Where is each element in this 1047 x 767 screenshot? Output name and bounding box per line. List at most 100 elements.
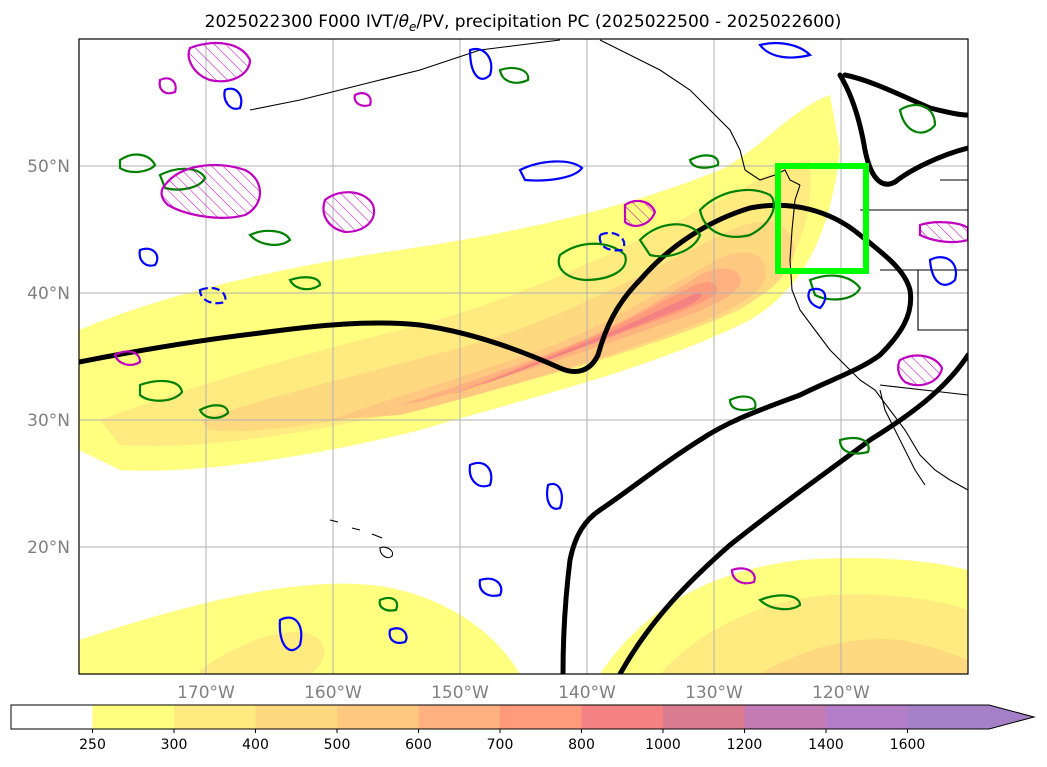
colorbar-tick-label: 400: [242, 737, 269, 753]
hawaii-islands: [329, 519, 394, 559]
coastlines: [249, 39, 968, 559]
state-border-3: [879, 384, 968, 396]
colorbar-segment: [826, 705, 908, 729]
colorbar-segment: [663, 705, 745, 729]
pv-contours: [79, 72, 968, 674]
colorbar-tick-label: 700: [487, 737, 514, 753]
precip-contour-dashed: [598, 231, 626, 252]
colorbar-tick-label: 1000: [645, 737, 681, 753]
highlight-contour: [158, 77, 177, 95]
colorbar-segment: [500, 705, 582, 729]
ivt-band-700: [400, 268, 741, 405]
theta-e-contour: [378, 596, 399, 612]
precip-contour: [758, 41, 813, 59]
precip-contour: [468, 461, 493, 488]
colorbar-segment: [907, 705, 990, 729]
ivt-band-800: [450, 282, 718, 395]
highlight-contour: [353, 92, 372, 107]
colorbar-tick-label: 250: [79, 737, 106, 753]
pv-contour-main: [79, 202, 914, 674]
pv-contour-south: [617, 352, 968, 674]
na-west-coast: [789, 184, 968, 491]
theta-e-contour: [498, 66, 530, 84]
x-tick-label: 170°W: [177, 683, 235, 703]
theta-e-contour: [288, 276, 322, 291]
map-frame: [78, 38, 969, 675]
ivt-band-500: [330, 252, 766, 420]
colorbar-extend-arrow: [989, 705, 1034, 729]
y-axis-ticks: 20°N 30°N 40°N 50°N: [27, 157, 70, 558]
alaska-coast: [249, 39, 561, 111]
precip-contour: [807, 287, 827, 310]
colorbar-tick-label: 1200: [727, 737, 763, 753]
theta-e-contour: [688, 154, 720, 169]
colorbar-segment: [744, 705, 827, 729]
theta-e-contour: [898, 103, 937, 134]
theta-e-contour: [698, 188, 776, 238]
x-tick-label: 130°W: [685, 683, 743, 703]
precip-contour: [223, 87, 243, 110]
highlight-contour: [730, 567, 756, 585]
precip-contour: [388, 627, 408, 644]
theta-e-contour: [118, 153, 157, 174]
precip-contour: [478, 577, 503, 597]
chart-title: 2025022300 F000 IVT/θe/PV, precipitation…: [205, 12, 842, 34]
colorbar-segment: [337, 705, 419, 729]
colorbar-segment: [418, 705, 501, 729]
colorbar-segment: [92, 705, 175, 729]
ivt-band-south-5: [760, 639, 968, 674]
precip-contour: [138, 247, 159, 267]
colorbar-segment: [255, 705, 338, 729]
colorbar-tick-label: 600: [405, 737, 432, 753]
y-tick-label: 20°N: [27, 538, 70, 558]
hatched-region: [897, 354, 944, 387]
x-tick-label: 140°W: [558, 683, 616, 703]
colorbar-tick-label: 1600: [890, 737, 926, 753]
ivt-colorbar: 250 300 400 500 600 700 800 1000 1200 1400 1600: [10, 704, 1036, 753]
alaska-coast-2: [599, 39, 746, 171]
theta-e-contours: [118, 66, 937, 612]
x-tick-label: 150°W: [431, 683, 489, 703]
precip-contours: [138, 41, 958, 652]
precip-contour: [928, 256, 958, 286]
theta-e-contour: [838, 436, 870, 455]
y-tick-label: 40°N: [27, 284, 70, 304]
region-of-interest-box: [775, 163, 869, 274]
colorbar-tick-label: 1400: [808, 737, 844, 753]
colorbar-segment: [174, 705, 256, 729]
colorbar-outline: [10, 704, 1036, 730]
colorbar-tick-label: 500: [324, 737, 351, 753]
colorbar-segment: [11, 705, 93, 729]
ivt-band-south-1: [79, 583, 520, 674]
theta-e-contour: [557, 242, 627, 282]
ivt-band-1000: [480, 292, 702, 385]
theta-e-contour: [758, 594, 802, 611]
precip-contour-dashed: [198, 286, 227, 305]
hatched-region: [623, 199, 657, 227]
y-tick-label: 30°N: [27, 411, 70, 431]
theta-e-contour: [638, 223, 702, 258]
hatched-region: [187, 42, 252, 83]
precip-contour: [278, 616, 303, 652]
hatched-region: [160, 163, 261, 219]
precip-contour: [518, 160, 584, 182]
state-border-4: [917, 270, 968, 331]
colorbar-segment: [581, 705, 664, 729]
theta-e-contour: [728, 395, 757, 411]
colorbar-tick-label: 300: [161, 737, 188, 753]
colorbar-tick-label: 800: [568, 737, 595, 753]
theta-e-contour: [198, 404, 230, 419]
highlight-contour: [113, 350, 142, 366]
precip-contour: [468, 47, 493, 80]
x-tick-label: 160°W: [304, 683, 362, 703]
hatched-region: [322, 191, 376, 234]
highlight-contours: [113, 42, 968, 585]
ivt-band-300: [100, 160, 811, 446]
ivt-band-south-2: [200, 631, 325, 674]
theta-e-contour: [138, 379, 184, 402]
hatched-region: [918, 221, 968, 244]
theta-e-contour: [248, 229, 292, 246]
x-tick-label: 120°W: [812, 683, 870, 703]
y-tick-label: 50°N: [27, 157, 70, 177]
